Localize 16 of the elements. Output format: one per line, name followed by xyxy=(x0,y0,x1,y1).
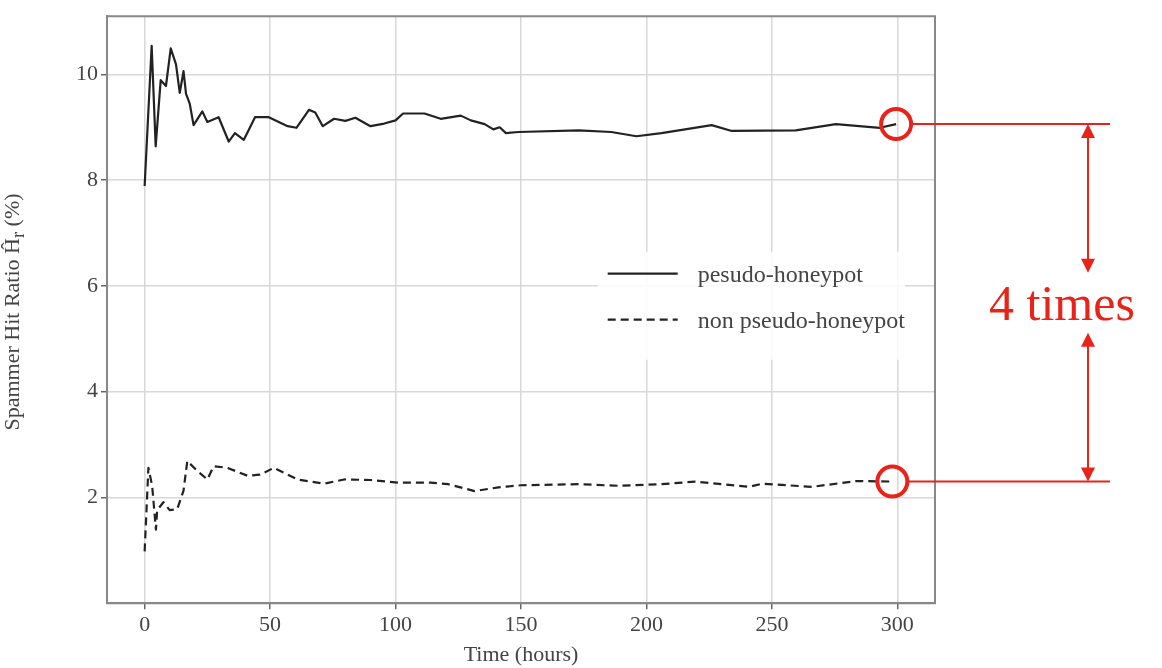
y-tick-label: 6 xyxy=(87,271,98,297)
x-tick-label: 200 xyxy=(629,611,663,637)
x-tick-label: 250 xyxy=(755,611,789,637)
x-tick-label: 50 xyxy=(259,611,282,637)
x-tick-label: 150 xyxy=(504,611,538,637)
x-tick-label: 0 xyxy=(139,611,151,637)
legend-label: pesudo-honeypot xyxy=(697,260,864,287)
x-tick-label: 100 xyxy=(379,611,413,637)
y-tick-label: 4 xyxy=(87,377,98,403)
y-tick-label: 10 xyxy=(76,60,98,86)
legend-label: non pseudo-honeypot xyxy=(697,306,906,333)
text: 4 times xyxy=(989,273,1135,332)
y-tick-label: 8 xyxy=(87,165,98,191)
x-axis-title: Time (hours) xyxy=(463,640,579,666)
x-tick-label: 300 xyxy=(880,611,914,637)
y-tick-label: 2 xyxy=(87,483,98,509)
